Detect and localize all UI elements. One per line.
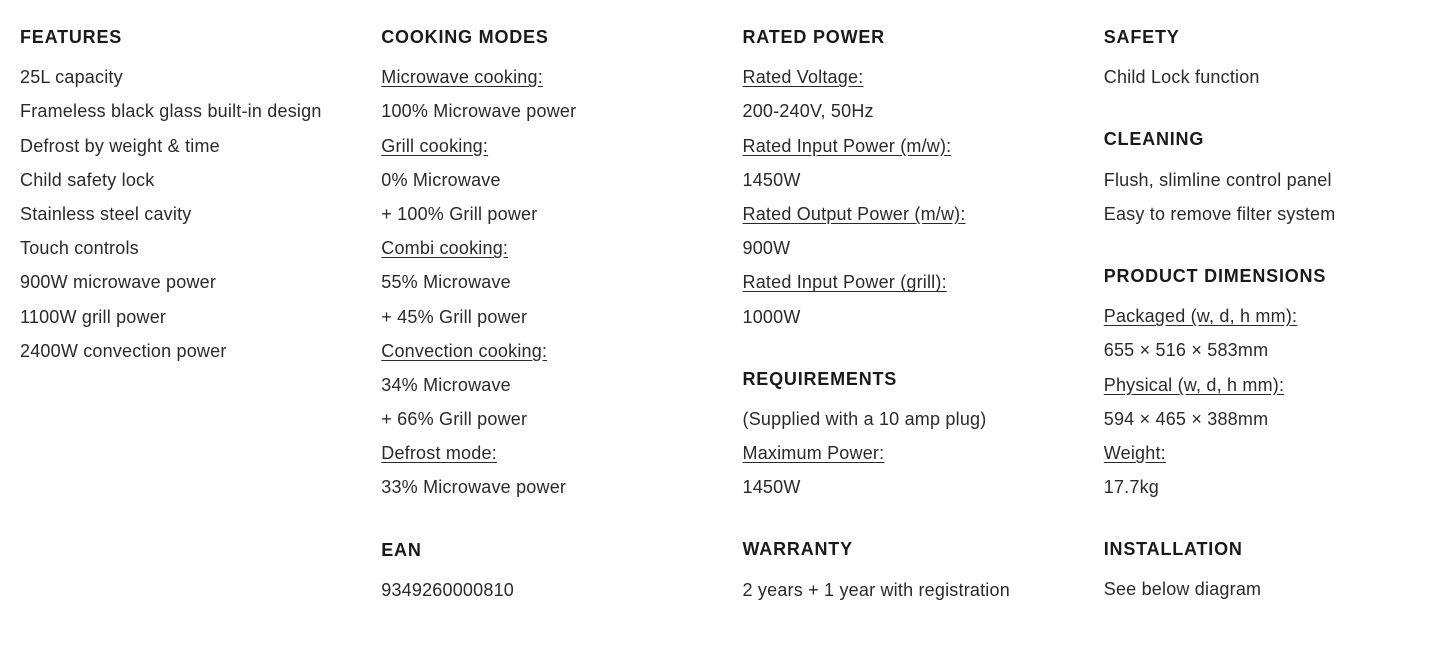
spec-value: + 45% Grill power xyxy=(381,300,702,334)
spec-sublabel: Maximum Power: xyxy=(743,436,1064,470)
spec-grid: FEATURES 25L capacityFrameless black glas… xyxy=(20,20,1425,635)
spec-sublabel: Grill cooking: xyxy=(381,129,702,163)
spec-value: 33% Microwave power xyxy=(381,470,702,504)
spec-column: SAFETY Child Lock function CLEANING Flush, … xyxy=(1104,20,1425,635)
spec-value: 1000W xyxy=(743,300,1064,334)
spec-value: 900W microwave power xyxy=(20,265,341,299)
spec-column: COOKING MODES Microwave cooking:100% Micr… xyxy=(381,20,702,635)
spec-value: (Supplied with a 10 amp plug) xyxy=(743,402,1064,436)
section-heading: INSTALLATION xyxy=(1104,532,1425,566)
spec-value: 594 × 465 × 388mm xyxy=(1104,402,1425,436)
spec-section: RATED POWERRated Voltage:200-240V, 50HzR… xyxy=(743,20,1064,334)
section-heading: SAFETY xyxy=(1104,20,1425,54)
spec-value: 1450W xyxy=(743,470,1064,504)
section-heading: PRODUCT DIMENSIONS xyxy=(1104,259,1425,293)
spec-value: 2400W convection power xyxy=(20,334,341,368)
spec-sublabel: Rated Output Power (m/w): xyxy=(743,197,1064,231)
spec-section: EAN 9349260000810 xyxy=(381,533,702,607)
spec-value: See below diagram xyxy=(1104,572,1425,606)
spec-column: RATED POWERRated Voltage:200-240V, 50HzR… xyxy=(743,20,1064,635)
spec-sublabel: Rated Input Power (grill): xyxy=(743,265,1064,299)
spec-value: 100% Microwave power xyxy=(381,94,702,128)
spec-column: FEATURES 25L capacityFrameless black glas… xyxy=(20,20,341,635)
spec-value: Child Lock function xyxy=(1104,60,1425,94)
section-heading: RATED POWER xyxy=(743,20,1064,54)
spec-section: SAFETY Child Lock function xyxy=(1104,20,1425,94)
spec-value: Stainless steel cavity xyxy=(20,197,341,231)
section-heading: REQUIREMENTS xyxy=(743,362,1064,396)
spec-section: COOKING MODES Microwave cooking:100% Micr… xyxy=(381,20,702,505)
spec-value: 2 years + 1 year with registration xyxy=(743,573,1064,607)
spec-sublabel: Combi cooking: xyxy=(381,231,702,265)
spec-section: FEATURES 25L capacityFrameless black glas… xyxy=(20,20,341,368)
section-heading: EAN xyxy=(381,533,702,567)
section-heading: FEATURES xyxy=(20,20,341,54)
spec-value: Easy to remove filter system xyxy=(1104,197,1425,231)
spec-value: Child safety lock xyxy=(20,163,341,197)
spec-value: 655 × 516 × 583mm xyxy=(1104,333,1425,367)
spec-value: 0% Microwave xyxy=(381,163,702,197)
section-heading: COOKING MODES xyxy=(381,20,702,54)
spec-value: Frameless black glass built-in design xyxy=(20,94,341,128)
spec-sublabel: Defrost mode: xyxy=(381,436,702,470)
spec-section: INSTALLATION See below diagram xyxy=(1104,532,1425,606)
spec-sublabel: Packaged (w, d, h mm): xyxy=(1104,299,1425,333)
spec-value: 1450W xyxy=(743,163,1064,197)
section-heading: CLEANING xyxy=(1104,122,1425,156)
spec-section: CLEANING Flush, slimline control panelEas… xyxy=(1104,122,1425,231)
spec-sublabel: Weight: xyxy=(1104,436,1425,470)
spec-value: Flush, slimline control panel xyxy=(1104,163,1425,197)
spec-value: 34% Microwave xyxy=(381,368,702,402)
spec-sublabel: Rated Input Power (m/w): xyxy=(743,129,1064,163)
spec-value: Defrost by weight & time xyxy=(20,129,341,163)
spec-value: 900W xyxy=(743,231,1064,265)
spec-sublabel: Physical (w, d, h mm): xyxy=(1104,368,1425,402)
spec-value: 9349260000810 xyxy=(381,573,702,607)
section-heading: WARRANTY xyxy=(743,532,1064,566)
spec-sublabel: Microwave cooking: xyxy=(381,60,702,94)
spec-value: Touch controls xyxy=(20,231,341,265)
spec-value: + 66% Grill power xyxy=(381,402,702,436)
spec-value: 17.7kg xyxy=(1104,470,1425,504)
spec-section: REQUIREMENTS (Supplied with a 10 amp plug… xyxy=(743,362,1064,505)
spec-value: 55% Microwave xyxy=(381,265,702,299)
spec-value: 1100W grill power xyxy=(20,300,341,334)
spec-value: + 100% Grill power xyxy=(381,197,702,231)
spec-section: WARRANTY 2 years + 1 year with registrati… xyxy=(743,532,1064,606)
spec-value: 200-240V, 50Hz xyxy=(743,94,1064,128)
spec-section: PRODUCT DIMENSIONS Packaged (w, d, h mm):… xyxy=(1104,259,1425,504)
spec-value: 25L capacity xyxy=(20,60,341,94)
spec-sublabel: Rated Voltage: xyxy=(743,60,1064,94)
spec-sublabel: Convection cooking: xyxy=(381,334,702,368)
